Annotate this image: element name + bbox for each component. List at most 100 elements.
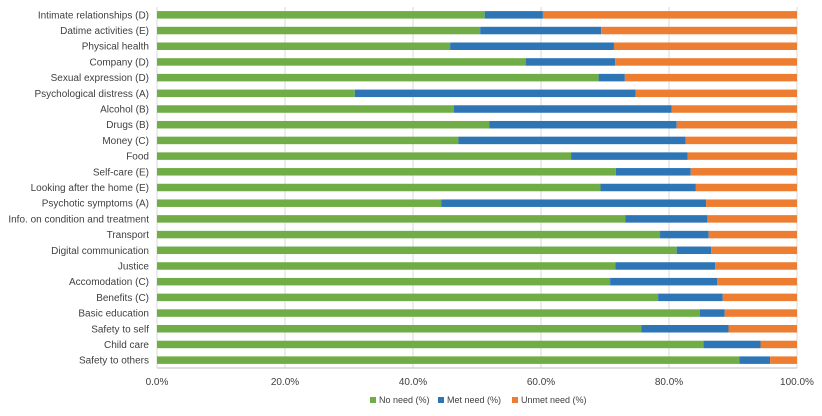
category-label: Company (D) — [90, 57, 149, 68]
category-label: Psychological distress (A) — [35, 89, 149, 100]
category-label: Transport — [107, 230, 150, 241]
bar-segment-unmet-need — [613, 42, 797, 50]
bar-segment-met-need — [453, 105, 672, 113]
x-tick-label: 100.0% — [780, 377, 814, 388]
bar-segment-no-need — [157, 58, 526, 66]
bar-segment-unmet-need — [708, 230, 797, 239]
bar-segment-unmet-need — [711, 246, 797, 255]
bar-segment-met-need — [625, 215, 708, 223]
bar-segment-no-need — [157, 277, 611, 286]
bar-segment-no-need — [157, 199, 442, 207]
bar-segment-met-need — [699, 309, 725, 317]
bar-segment-unmet-need — [542, 11, 797, 19]
category-label: Justice — [118, 261, 150, 272]
legend-swatch — [512, 397, 518, 403]
bar-segment-no-need — [157, 356, 740, 364]
x-tick-label: 40.0% — [399, 377, 427, 388]
legend-label: Met need (%) — [447, 395, 501, 405]
bar-segment-unmet-need — [687, 152, 797, 160]
bar-segment-no-need — [157, 136, 459, 145]
x-tick-label: 0.0% — [146, 377, 169, 388]
category-label: Datime activities (E) — [60, 26, 149, 37]
bar-segment-unmet-need — [671, 105, 797, 113]
category-label: Food — [126, 152, 149, 163]
category-label: Looking after the home (E) — [31, 183, 149, 194]
bar-segment-no-need — [157, 183, 601, 192]
bar-segment-met-need — [703, 340, 761, 349]
bar-segment-unmet-need — [760, 340, 797, 349]
bar-segment-met-need — [739, 356, 771, 364]
bar-segment-met-need — [480, 26, 602, 35]
bar-segment-met-need — [489, 120, 677, 129]
bar-segment-met-need — [458, 136, 686, 145]
bars — [157, 11, 797, 364]
bar-segment-met-need — [484, 11, 543, 19]
bar-segment-met-need — [441, 199, 707, 207]
category-label: Child care — [104, 340, 149, 351]
category-label: Money (C) — [102, 136, 149, 147]
bar-segment-met-need — [571, 152, 688, 160]
bar-segment-unmet-need — [601, 26, 797, 35]
category-label: Safety to others — [79, 356, 149, 367]
category-label: Basic education — [78, 309, 149, 320]
bar-segment-unmet-need — [690, 168, 797, 176]
category-label: Safety to self — [91, 324, 149, 335]
axes: 0.0% 20.0% 40.0% 60.0% 80.0% 100.0% Intimate r… — [8, 10, 814, 388]
bar-segment-met-need — [610, 277, 717, 286]
x-tick-label: 60.0% — [527, 377, 555, 388]
bar-segment-no-need — [157, 26, 481, 35]
bar-segment-no-need — [157, 246, 677, 255]
bar-segment-met-need — [660, 230, 709, 239]
bar-segment-no-need — [157, 168, 616, 176]
category-label: Drugs (B) — [106, 120, 149, 131]
legend: No need (%) Met need (%) Unmet need (%) — [370, 395, 587, 405]
bar-segment-no-need — [157, 105, 454, 113]
bar-segment-met-need — [658, 293, 723, 302]
bar-segment-no-need — [157, 262, 616, 270]
category-label: Benefits (C) — [96, 293, 149, 304]
bar-segment-no-need — [157, 120, 490, 129]
bar-segment-no-need — [157, 42, 451, 50]
bar-segment-unmet-need — [715, 262, 797, 270]
bar-segment-met-need — [525, 58, 616, 66]
category-label: Self-care (E) — [93, 167, 149, 178]
bar-segment-unmet-need — [707, 215, 797, 223]
category-label: Psychotic symptoms (A) — [42, 199, 149, 210]
bar-segment-unmet-need — [695, 183, 797, 192]
bar-segment-unmet-need — [685, 136, 797, 145]
category-label: Alcohol (B) — [100, 105, 149, 116]
bar-segment-no-need — [157, 230, 661, 239]
bar-segment-met-need — [450, 42, 614, 50]
category-label: Accomodation (C) — [69, 277, 149, 288]
bar-segment-unmet-need — [706, 199, 797, 207]
bar-segment-met-need — [641, 325, 729, 333]
bar-segment-unmet-need — [615, 58, 797, 66]
category-label: Info. on condition and treatment — [8, 214, 149, 225]
x-tick-label: 20.0% — [271, 377, 299, 388]
legend-swatch — [370, 397, 376, 403]
category-label: Sexual expression (D) — [51, 73, 149, 84]
bar-segment-met-need — [676, 246, 712, 255]
bar-segment-unmet-need — [635, 89, 797, 98]
bar-segment-no-need — [157, 89, 355, 98]
bar-segment-no-need — [157, 293, 659, 302]
legend-swatch — [438, 397, 444, 403]
bar-segment-met-need — [600, 183, 696, 192]
x-tick-label: 80.0% — [655, 377, 683, 388]
bar-segment-no-need — [157, 340, 704, 349]
category-label: Intimate relationships (D) — [38, 10, 149, 21]
bar-segment-unmet-need — [770, 356, 797, 364]
bar-segment-unmet-need — [676, 120, 797, 129]
bar-segment-met-need — [598, 73, 625, 82]
bar-segment-unmet-need — [624, 73, 797, 82]
bar-segment-unmet-need — [722, 293, 797, 302]
bar-segment-no-need — [157, 325, 642, 333]
bar-segment-met-need — [615, 262, 716, 270]
bar-segment-no-need — [157, 11, 485, 19]
legend-label: Unmet need (%) — [521, 395, 587, 405]
bar-segment-unmet-need — [728, 325, 797, 333]
bar-segment-unmet-need — [724, 309, 797, 317]
legend-label: No need (%) — [379, 395, 430, 405]
bar-segment-no-need — [157, 73, 599, 82]
